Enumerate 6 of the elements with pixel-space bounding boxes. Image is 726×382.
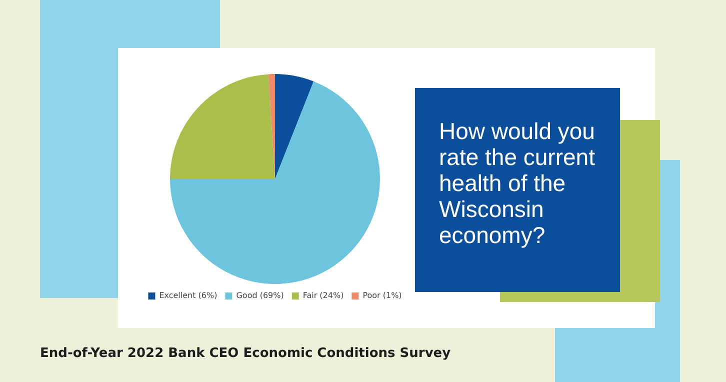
legend-label: Poor (1%) [362,291,402,300]
legend-label: Fair (24%) [302,291,344,300]
legend-label: Good (69%) [236,291,284,300]
legend-label: Excellent (6%) [159,291,218,300]
text: End-of-Year 2022 Bank CEO Economic Conditions Survey [40,346,451,361]
text: How would you rate the current health of the Wisconsin economy? [439,118,596,248]
